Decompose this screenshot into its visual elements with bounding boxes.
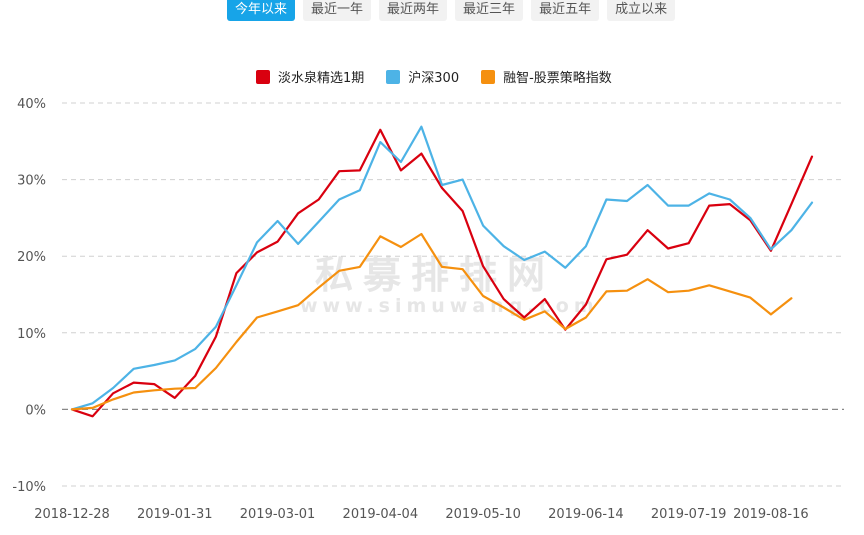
y-tick-label: 40% [17,97,46,112]
legend-item-hs300[interactable]: 沪深300 [386,67,459,86]
legend-label-strategy-index: 融智-股票策略指数 [503,71,612,86]
period-tabs: 今年以来 最近一年 最近两年 最近三年 最近五年 成立以来 [227,0,676,22]
tab-ytd[interactable]: 今年以来 [227,0,296,21]
x-tick-label: 2019-06-14 [548,507,624,522]
y-tick-label: -10% [12,480,46,495]
y-tick-label: 0% [25,403,46,418]
legend-label-fund: 淡水泉精选1期 [278,71,365,86]
tab-5-years[interactable]: 最近五年 [531,0,600,21]
watermark-en: www.simuwang.com [300,295,599,317]
y-tick-label: 30% [17,174,46,189]
x-tick-label: 2019-04-04 [343,507,419,522]
series-line-2 [70,232,793,411]
legend-item-strategy-index[interactable]: 融智-股票策略指数 [481,67,612,86]
x-tick-label: 2019-07-19 [651,507,727,522]
tab-2-years[interactable]: 最近两年 [379,0,448,21]
legend-swatch-strategy-index [481,69,496,84]
legend-item-fund[interactable]: 淡水泉精选1期 [256,67,364,86]
y-tick-label: 20% [17,250,46,265]
x-tick-label: 2019-03-01 [240,507,316,522]
y-tick-label: 10% [17,327,46,342]
legend-swatch-fund [256,69,270,84]
x-tick-label: 2019-05-10 [445,507,521,522]
watermark-cn: 私募排排网 [314,253,555,297]
chart-legend: 淡水泉精选1期 沪深300 融智-股票策略指数 [256,67,612,86]
series-line-0 [70,128,814,418]
x-tick-label: 2019-01-31 [137,507,213,522]
tab-3-years[interactable]: 最近三年 [455,0,524,21]
x-tick-label: 2018-12-28 [34,507,110,522]
legend-swatch-hs300 [386,69,401,84]
watermark: 私募排排网 www.simuwang.com [300,253,599,317]
tab-since-inception[interactable]: 成立以来 [607,0,676,21]
tab-1-year[interactable]: 最近一年 [303,0,372,21]
legend-label-hs300: 沪深300 [408,71,460,86]
x-tick-label: 2019-08-16 [733,507,809,522]
series-line-1 [70,125,814,411]
